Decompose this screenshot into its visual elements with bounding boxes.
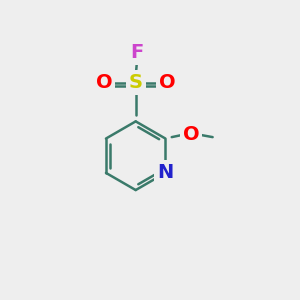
- Text: O: O: [96, 73, 112, 92]
- Text: O: O: [159, 73, 175, 92]
- Text: O: O: [183, 125, 200, 144]
- Text: S: S: [129, 73, 143, 92]
- Text: N: N: [157, 164, 174, 182]
- Text: F: F: [130, 43, 144, 62]
